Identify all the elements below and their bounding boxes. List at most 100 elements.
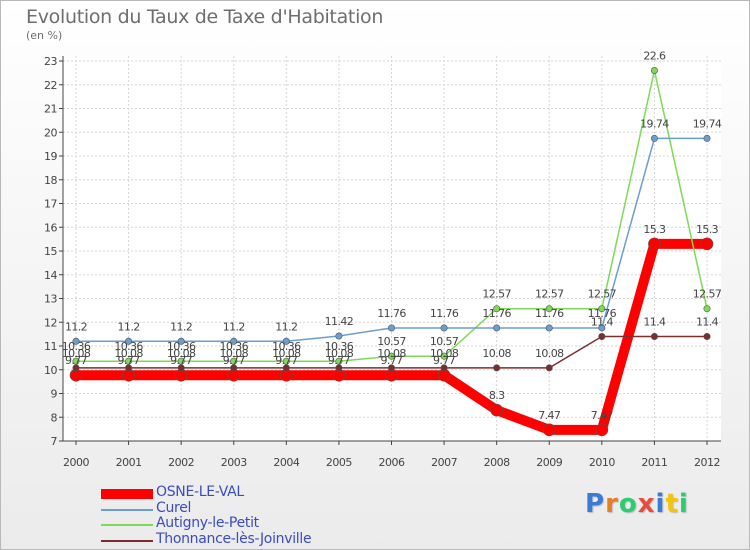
y-tick-label: 11	[44, 340, 57, 353]
x-tick-label: 2010	[589, 456, 615, 469]
data-point	[598, 332, 606, 340]
logo-letter: i	[655, 489, 666, 519]
data-label: 9.77	[223, 354, 246, 367]
data-point	[335, 357, 343, 365]
data-label: 10.08	[535, 347, 564, 360]
data-label: 12.57	[588, 288, 617, 301]
data-label: 10.36	[62, 340, 91, 353]
data-label: 15.3	[643, 223, 666, 236]
data-label: 22.6	[643, 50, 666, 63]
legend-label: Curel	[156, 500, 192, 516]
logo-letter: r	[605, 489, 619, 519]
y-tick-label: 17	[44, 198, 57, 211]
proxiti-logo: Proxiti	[585, 489, 689, 519]
data-point	[542, 423, 556, 437]
data-label: 11.2	[118, 320, 140, 333]
y-tick-label: 15	[44, 245, 57, 258]
data-label: 11.2	[223, 320, 245, 333]
data-point	[598, 324, 606, 332]
legend-label: OSNE-LE-VAL	[156, 484, 244, 500]
data-label: 11.76	[588, 307, 617, 320]
data-label: 9.77	[433, 354, 456, 367]
y-tick-label: 23	[44, 55, 57, 68]
x-tick-label: 2011	[641, 456, 667, 469]
data-label: 10.08	[430, 347, 459, 360]
data-label: 9.77	[275, 354, 298, 367]
data-label: 10.08	[482, 347, 511, 360]
data-label: 10.08	[114, 347, 143, 360]
x-tick-label: 2009	[536, 456, 562, 469]
data-label: 19.74	[640, 117, 669, 130]
data-point	[545, 364, 553, 372]
y-tick-label: 10	[44, 364, 57, 377]
x-tick-label: 2001	[116, 456, 142, 469]
x-tick-label: 2005	[326, 456, 352, 469]
data-point	[650, 134, 658, 142]
data-label: 12.57	[693, 288, 722, 301]
data-label: 15.3	[696, 223, 719, 236]
x-tick-label: 2012	[694, 456, 720, 469]
data-label: 10.36	[220, 340, 249, 353]
data-point	[650, 332, 658, 340]
data-label: 11.4	[696, 316, 719, 329]
data-label: 10.08	[62, 347, 91, 360]
data-point	[125, 357, 133, 365]
data-point	[440, 324, 448, 332]
data-point	[493, 364, 501, 372]
data-label: 11.76	[430, 307, 459, 320]
data-point	[387, 352, 395, 360]
legend-label: Thonnance-lès-Joinville	[156, 531, 312, 547]
y-tick-label: 14	[44, 269, 57, 282]
data-point	[282, 357, 290, 365]
legend-label: Autigny-le-Petit	[156, 515, 259, 531]
y-tick-label: 20	[44, 126, 57, 139]
data-point	[545, 305, 553, 313]
x-tick-label: 2007	[431, 456, 457, 469]
data-label: 10.57	[377, 335, 406, 348]
data-label: 7.47	[538, 409, 561, 422]
data-point	[72, 337, 80, 345]
data-point	[545, 324, 553, 332]
data-point	[703, 332, 711, 340]
data-point	[648, 237, 661, 251]
data-label: 11.2	[65, 320, 87, 333]
legend-swatch	[101, 524, 153, 526]
data-label: 9.77	[380, 354, 403, 367]
data-label: 9.77	[328, 354, 351, 367]
data-point	[387, 364, 395, 372]
x-tick-label: 2006	[379, 456, 405, 469]
logo-letter: x	[637, 489, 656, 519]
data-label: 11.76	[482, 307, 511, 320]
data-point	[598, 305, 606, 313]
data-point	[335, 332, 343, 340]
data-point	[595, 423, 609, 437]
data-label: 10.36	[167, 340, 196, 353]
data-point	[440, 364, 448, 372]
data-point	[125, 337, 133, 345]
data-label: 10.08	[220, 347, 249, 360]
data-label: 9.77	[170, 354, 193, 367]
data-label: 9.77	[118, 354, 141, 367]
y-tick-label: 22	[44, 79, 57, 92]
data-point	[387, 324, 395, 332]
data-label: 10.36	[114, 340, 143, 353]
data-label: 19.74	[693, 117, 722, 130]
x-tick-label: 2002	[168, 456, 194, 469]
data-label: 11.4	[643, 316, 666, 329]
data-point	[230, 357, 238, 365]
x-tick-label: 2000	[63, 456, 89, 469]
data-label: 12.57	[535, 288, 564, 301]
data-point	[72, 357, 80, 365]
data-point	[230, 337, 238, 345]
data-label: 11.2	[170, 320, 192, 333]
legend-swatch	[101, 489, 153, 499]
data-label: 10.57	[430, 335, 459, 348]
y-tick-label: 18	[44, 174, 57, 187]
data-point	[177, 337, 185, 345]
chart-title: Evolution du Taux de Taxe d'Habitation	[26, 6, 384, 28]
data-label: 12.57	[482, 288, 511, 301]
chart-unit-label: (en %)	[26, 29, 63, 42]
data-label: 11.76	[535, 307, 564, 320]
x-tick-label: 2004	[273, 456, 299, 469]
